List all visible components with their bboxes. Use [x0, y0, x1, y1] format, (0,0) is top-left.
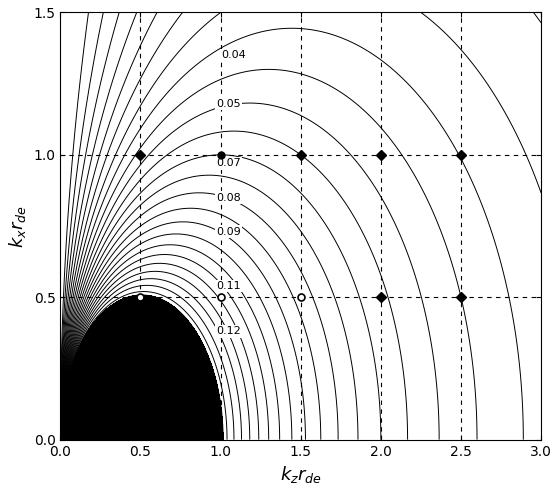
- Text: 0.08: 0.08: [216, 192, 241, 203]
- Text: 0.07: 0.07: [216, 158, 241, 168]
- Text: 0.11: 0.11: [216, 281, 241, 291]
- Text: 0.04: 0.04: [221, 50, 246, 60]
- Y-axis label: $k_x r_{de}$: $k_x r_{de}$: [7, 205, 28, 247]
- X-axis label: $k_z r_{de}$: $k_z r_{de}$: [280, 464, 322, 485]
- Text: 0.05: 0.05: [216, 98, 241, 109]
- Text: 0.09: 0.09: [216, 227, 241, 237]
- Text: 0.12: 0.12: [216, 326, 241, 337]
